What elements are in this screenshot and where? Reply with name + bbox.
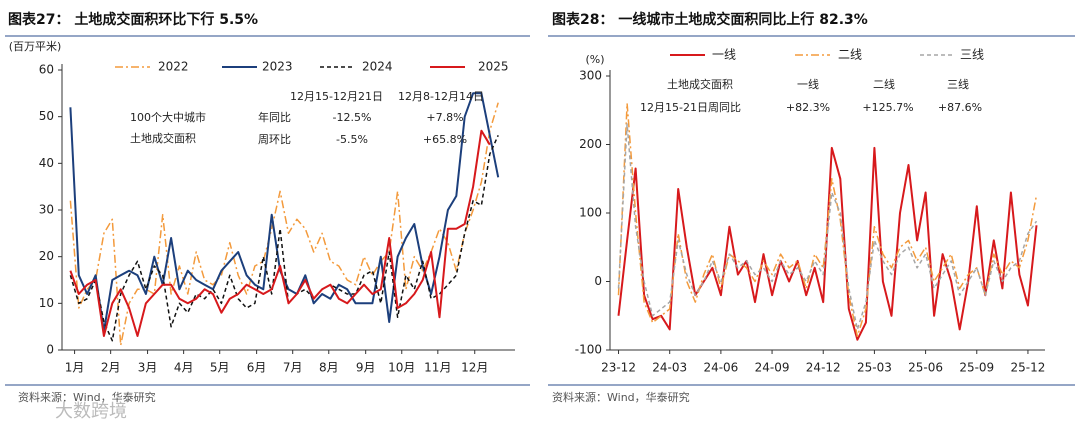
x-tick-label: 23-12 [601,361,636,375]
y-axis-label: (百万平米) [9,40,62,53]
annotation-text: +82.3% [786,101,830,114]
x-tick-label: 24-09 [755,361,790,375]
x-tick-label: 11月 [424,361,451,375]
y-tick-label: 0 [594,274,602,288]
series-line [617,123,1038,331]
x-tick-label: 12月 [461,361,488,375]
series-line [69,102,499,347]
annotation-text: 周环比 [258,133,291,146]
y-tick-label: 40 [39,156,54,170]
x-tick-label: 2月 [101,361,121,375]
y-tick-label: 100 [579,206,602,220]
x-tick-label: 10月 [388,361,415,375]
legend-label: 二线 [838,48,862,62]
x-tick-label: 25-12 [1011,361,1046,375]
annotation-text: 年同比 [258,110,291,124]
y-axis-label: (%) [585,53,604,66]
source: 资料来源：Wind，华泰研究 [18,390,156,404]
x-tick-label: 7月 [283,361,303,375]
y-tick-label: 200 [579,137,602,151]
x-tick-label: 6月 [247,361,267,375]
annotation-text: 12月15-21日周同比 [640,101,741,114]
annotation-text: 土地成交面积 [667,77,733,91]
legend-label: 三线 [960,48,984,62]
y-tick-label: 60 [39,63,54,77]
annotation-text: 二线 [873,77,895,91]
annotation-text: -5.5% [336,133,368,146]
annotation-text: +125.7% [862,101,913,114]
y-tick-label: 0 [46,343,54,357]
legend-label: 2024 [362,60,393,74]
x-tick-label: 9月 [356,361,376,375]
x-tick-label: 3月 [138,361,158,375]
legend-label: 2025 [478,60,509,74]
legend-label: 2023 [262,60,293,74]
x-tick-label: 5月 [210,361,230,375]
y-tick-label: 20 [39,249,54,263]
x-tick-label: 4月 [174,361,194,375]
annotation-text: 一线 [797,77,819,91]
y-tick-label: 30 [39,203,54,217]
x-tick-label: 24-06 [703,361,738,375]
legend-label: 一线 [712,48,736,62]
annotation-text: 土地成交面积 [130,131,196,145]
x-tick-label: 25-09 [959,361,994,375]
x-tick-label: 24-12 [806,361,841,375]
annotation-text: +87.6% [938,101,982,114]
annotation-text: -12.5% [333,111,372,124]
x-tick-label: 8月 [319,361,339,375]
source: 资料来源：Wind，华泰研究 [552,390,690,404]
annotation-text: 12月8-12月14日 [398,90,484,103]
chart-title: 图表28： 一线城市土地成交面积同比上行 82.3% [552,11,868,28]
series-line [69,129,491,337]
x-tick-label: 24-03 [652,361,687,375]
legend-label: 2022 [158,60,189,74]
annotation-text: +65.8% [423,133,467,146]
x-tick-label: 25-03 [857,361,892,375]
annotation-text: +7.8% [426,111,463,124]
series-line [69,92,500,333]
series-line [617,102,1038,338]
y-tick-label: -100 [575,343,602,357]
y-tick-label: 300 [579,69,602,83]
annotation-text: 12月15-12月21日 [290,90,383,103]
y-tick-label: 10 [39,296,54,310]
series-line [69,134,499,342]
y-tick-label: 50 [39,109,54,123]
annotation-text: 三线 [947,77,969,91]
x-tick-label: 1月 [65,361,85,375]
series-line [617,146,1038,341]
chart-title: 图表27： 土地成交面积环比下行 5.5% [8,11,258,28]
watermark: 大数跨境 [55,401,127,422]
annotation-text: 100个大中城市 [130,110,206,124]
x-tick-label: 25-06 [908,361,943,375]
